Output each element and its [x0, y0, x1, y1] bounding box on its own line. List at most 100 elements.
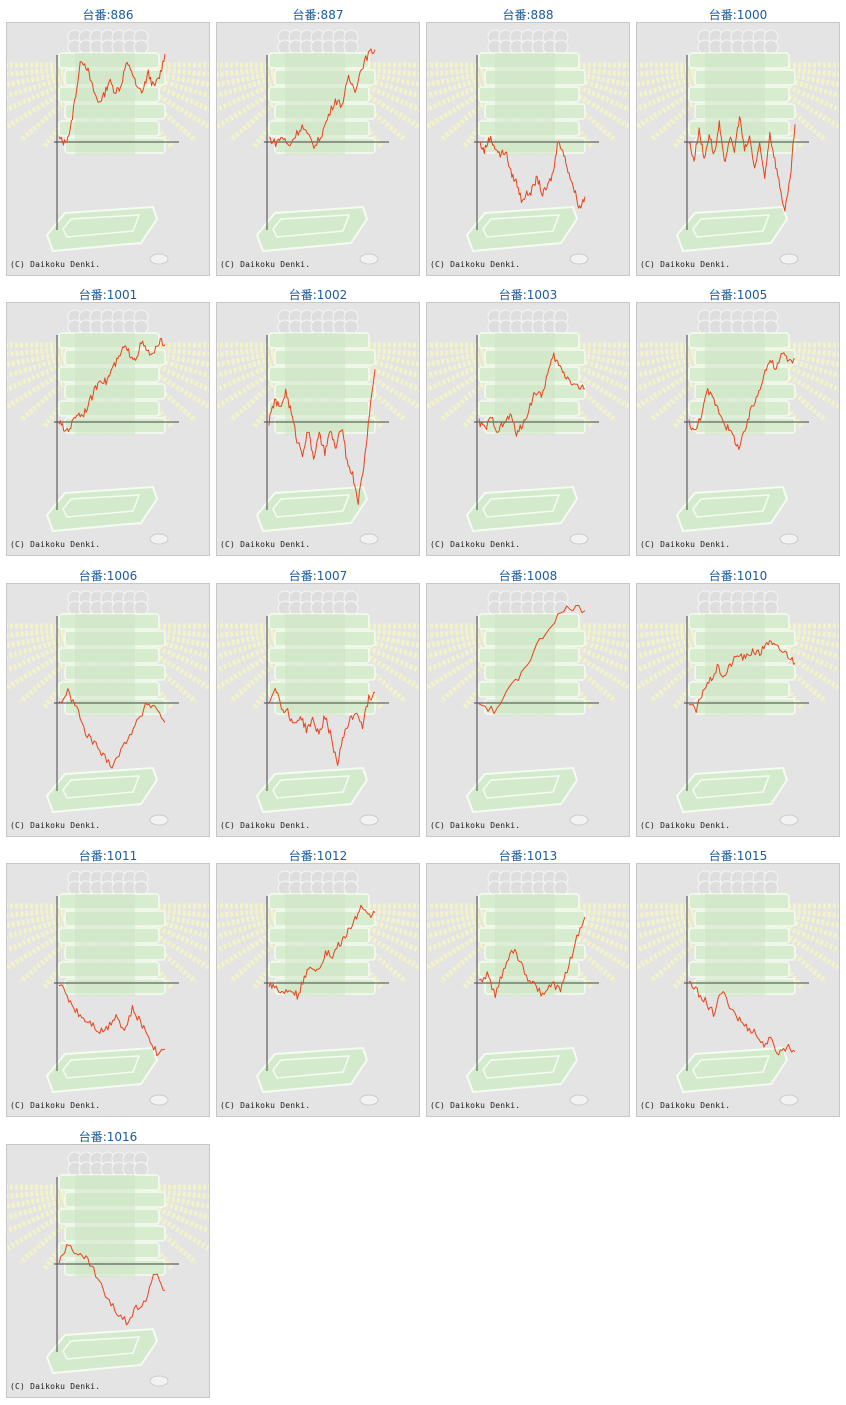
balls-decoration [67, 870, 149, 896]
machine-graph-card: 台番:1000 (C) Daikoku Denki. [636, 2, 840, 280]
tray-decoration [675, 205, 789, 253]
payout-graph[interactable]: (C) Daikoku Denki. [6, 302, 210, 556]
payout-graph[interactable]: (C) Daikoku Denki. [426, 583, 630, 837]
balls-decoration [277, 870, 359, 896]
payout-graph[interactable]: (C) Daikoku Denki. [6, 22, 210, 276]
coin-decoration [569, 253, 589, 265]
machine-number-link[interactable]: 台番:887 [292, 8, 344, 22]
machine-number-link[interactable]: 台番:1006 [78, 569, 138, 583]
machine-graph-card: 台番:1007 (C) Daikoku Denki. [216, 563, 420, 841]
coin-decoration [359, 533, 379, 545]
balls-decoration [697, 590, 779, 616]
payout-line [268, 687, 375, 766]
payout-line [478, 352, 586, 437]
box-stack-decoration [688, 893, 796, 996]
payout-graph[interactable]: (C) Daikoku Denki. [6, 1144, 210, 1398]
tray-decoration [675, 485, 789, 533]
tray-decoration [465, 205, 579, 253]
coin-decoration [569, 1094, 589, 1106]
copyright-text: (C) Daikoku Denki. [220, 260, 311, 269]
box-stack-decoration [58, 893, 166, 996]
machine-graph-card: 台番:1013 (C) Daikoku Denki. [426, 843, 630, 1121]
payout-line [58, 688, 166, 769]
payout-line [688, 116, 796, 212]
payout-graph[interactable]: (C) Daikoku Denki. [426, 302, 630, 556]
machine-number-link[interactable]: 台番:1003 [498, 288, 558, 302]
box-stack-decoration [478, 893, 586, 996]
machine-number-link[interactable]: 台番:1015 [708, 849, 768, 863]
machine-number-link[interactable]: 台番:1013 [498, 849, 558, 863]
machine-graph-card: 台番:888 (C) Daikoku Denki. [426, 2, 630, 280]
copyright-text: (C) Daikoku Denki. [10, 260, 101, 269]
coin-decoration [359, 814, 379, 826]
machine-number-link[interactable]: 台番:888 [502, 8, 554, 22]
machine-number-link[interactable]: 台番:1000 [708, 8, 768, 22]
tray-decoration [45, 766, 159, 814]
payout-graph[interactable]: (C) Daikoku Denki. [216, 583, 420, 837]
machine-number-link[interactable]: 台番:886 [82, 8, 134, 22]
copyright-text: (C) Daikoku Denki. [10, 1101, 101, 1110]
machine-graph-card: 台番:1008 (C) Daikoku Denki. [426, 563, 630, 841]
payout-line [268, 48, 376, 149]
payout-graph[interactable]: (C) Daikoku Denki. [216, 302, 420, 556]
machine-number-link[interactable]: 台番:1010 [708, 569, 768, 583]
machine-graph-card: 台番:887 (C) Daikoku Denki. [216, 2, 420, 280]
coin-decoration [149, 1375, 169, 1387]
balls-decoration [67, 590, 149, 616]
box-stack-decoration [58, 52, 166, 155]
copyright-text: (C) Daikoku Denki. [220, 1101, 311, 1110]
payout-line [688, 352, 796, 450]
copyright-text: (C) Daikoku Denki. [640, 1101, 731, 1110]
payout-graph[interactable]: (C) Daikoku Denki. [426, 22, 630, 276]
machine-number-link[interactable]: 台番:1012 [288, 849, 348, 863]
tray-decoration [45, 485, 159, 533]
tray-decoration [255, 485, 369, 533]
balls-decoration [67, 309, 149, 335]
box-stack-decoration [688, 613, 796, 716]
copyright-text: (C) Daikoku Denki. [430, 1101, 521, 1110]
coin-decoration [569, 814, 589, 826]
machine-number-link[interactable]: 台番:1016 [78, 1130, 138, 1144]
box-stack-decoration [58, 1174, 166, 1277]
machine-number-link[interactable]: 台番:1002 [288, 288, 348, 302]
coin-decoration [779, 1094, 799, 1106]
payout-line [688, 980, 796, 1056]
box-stack-decoration [268, 893, 376, 996]
balls-decoration [277, 590, 359, 616]
payout-graph[interactable]: (C) Daikoku Denki. [426, 863, 630, 1117]
copyright-text: (C) Daikoku Denki. [430, 821, 521, 830]
tray-decoration [255, 1046, 369, 1094]
tray-decoration [675, 766, 789, 814]
copyright-text: (C) Daikoku Denki. [430, 540, 521, 549]
payout-line [478, 605, 586, 715]
machine-number-link[interactable]: 台番:1001 [78, 288, 138, 302]
payout-graph[interactable]: (C) Daikoku Denki. [6, 863, 210, 1117]
payout-graph[interactable]: (C) Daikoku Denki. [216, 863, 420, 1117]
tray-decoration [465, 766, 579, 814]
machine-graph-card: 台番:1002 (C) Daikoku Denki. [216, 282, 420, 560]
coin-decoration [149, 253, 169, 265]
payout-line [689, 640, 796, 714]
copyright-text: (C) Daikoku Denki. [220, 540, 311, 549]
coin-decoration [149, 533, 169, 545]
machine-graph-card: 台番:1016 (C) Daikoku Denki. [6, 1124, 210, 1402]
machine-graph-card: 台番:1006 (C) Daikoku Denki. [6, 563, 210, 841]
machine-number-link[interactable]: 台番:1007 [288, 569, 348, 583]
machine-number-link[interactable]: 台番:1008 [498, 569, 558, 583]
machine-number-link[interactable]: 台番:1011 [78, 849, 138, 863]
payout-line [58, 53, 166, 146]
payout-graph[interactable]: (C) Daikoku Denki. [216, 22, 420, 276]
machine-graph-card: 台番:1001 (C) Daikoku Denki. [6, 282, 210, 560]
coin-decoration [149, 1094, 169, 1106]
payout-graph[interactable]: (C) Daikoku Denki. [636, 302, 840, 556]
machine-number-link[interactable]: 台番:1005 [708, 288, 768, 302]
payout-graph[interactable]: (C) Daikoku Denki. [636, 583, 840, 837]
payout-graph[interactable]: (C) Daikoku Denki. [636, 863, 840, 1117]
payout-graph[interactable]: (C) Daikoku Denki. [6, 583, 210, 837]
machine-graph-card: 台番:1005 (C) Daikoku Denki. [636, 282, 840, 560]
machine-graph-card: 台番:1011 (C) Daikoku Denki. [6, 843, 210, 1121]
tray-decoration [45, 1046, 159, 1094]
payout-graph[interactable]: (C) Daikoku Denki. [636, 22, 840, 276]
box-stack-decoration [58, 332, 166, 435]
